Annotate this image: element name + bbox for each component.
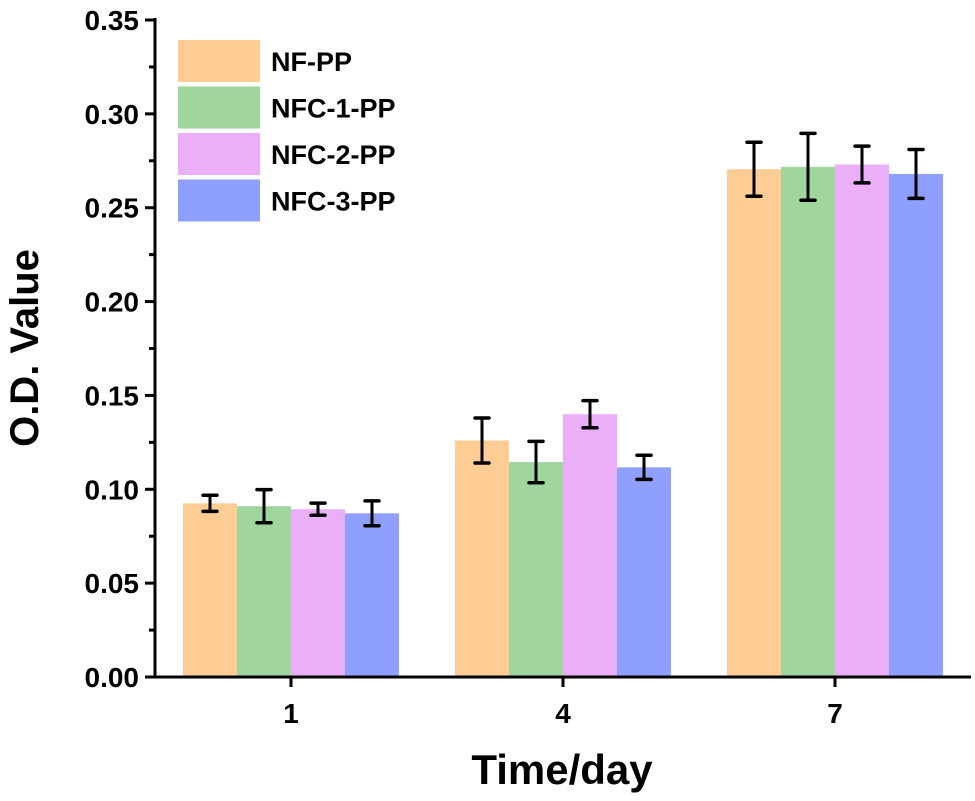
bar-nfc-3-pp-day-4: [617, 467, 671, 677]
legend-swatch-nf-pp: [178, 40, 260, 82]
x-tick-label: 1: [283, 698, 299, 729]
bar-nfc-1-pp-day-7: [781, 166, 835, 677]
y-tick-label: 0.00: [85, 662, 140, 693]
bar-nfc-2-pp-day-4: [563, 414, 617, 677]
y-tick-label: 0.10: [85, 474, 140, 505]
legend-swatch-nfc-2-pp: [178, 133, 260, 175]
y-tick-label: 0.15: [85, 380, 140, 411]
bar-nfc-3-pp-day-7: [889, 173, 943, 677]
bar-nfc-3-pp-day-1: [345, 513, 399, 677]
x-tick-label: 4: [555, 698, 571, 729]
bar-nf-pp-day-7: [727, 169, 781, 678]
bars-layer: [183, 164, 943, 678]
y-tick-label: 0.20: [85, 287, 140, 318]
y-axis-label: O.D. Value: [3, 249, 47, 447]
x-axis-label: Time/day: [471, 746, 653, 793]
legend: NF-PP NFC-1-PP NFC-2-PP NFC-3-PP: [178, 40, 396, 222]
y-tick-label: 0.30: [85, 99, 140, 130]
x-tick-label: 7: [827, 698, 843, 729]
legend-swatch-nfc-1-pp: [178, 86, 260, 129]
y-tick-label: 0.25: [85, 193, 140, 224]
legend-label: NFC-2-PP: [271, 140, 396, 170]
bar-nfc-1-pp-day-4: [509, 462, 563, 677]
legend-swatch-nfc-3-pp: [178, 179, 260, 222]
legend-label: NF-PP: [271, 47, 352, 77]
axes-layer: 0.00 0.05 0.10 0.15 0.20 0.25 0.30 0.35 1 4 7: [85, 5, 971, 729]
legend-label: NFC-1-PP: [271, 94, 396, 124]
y-tick-label: 0.05: [85, 568, 140, 599]
bar-nfc-2-pp-day-1: [291, 509, 345, 677]
y-tick-label: 0.35: [85, 5, 140, 36]
bar-nfc-1-pp-day-1: [237, 506, 291, 677]
bar-nfc-2-pp-day-7: [835, 164, 889, 678]
error-bars-layer: [201, 131, 925, 528]
legend-label: NFC-3-PP: [271, 187, 396, 217]
bar-nf-pp-day-4: [455, 440, 509, 677]
bar-nf-pp-day-1: [183, 503, 237, 677]
